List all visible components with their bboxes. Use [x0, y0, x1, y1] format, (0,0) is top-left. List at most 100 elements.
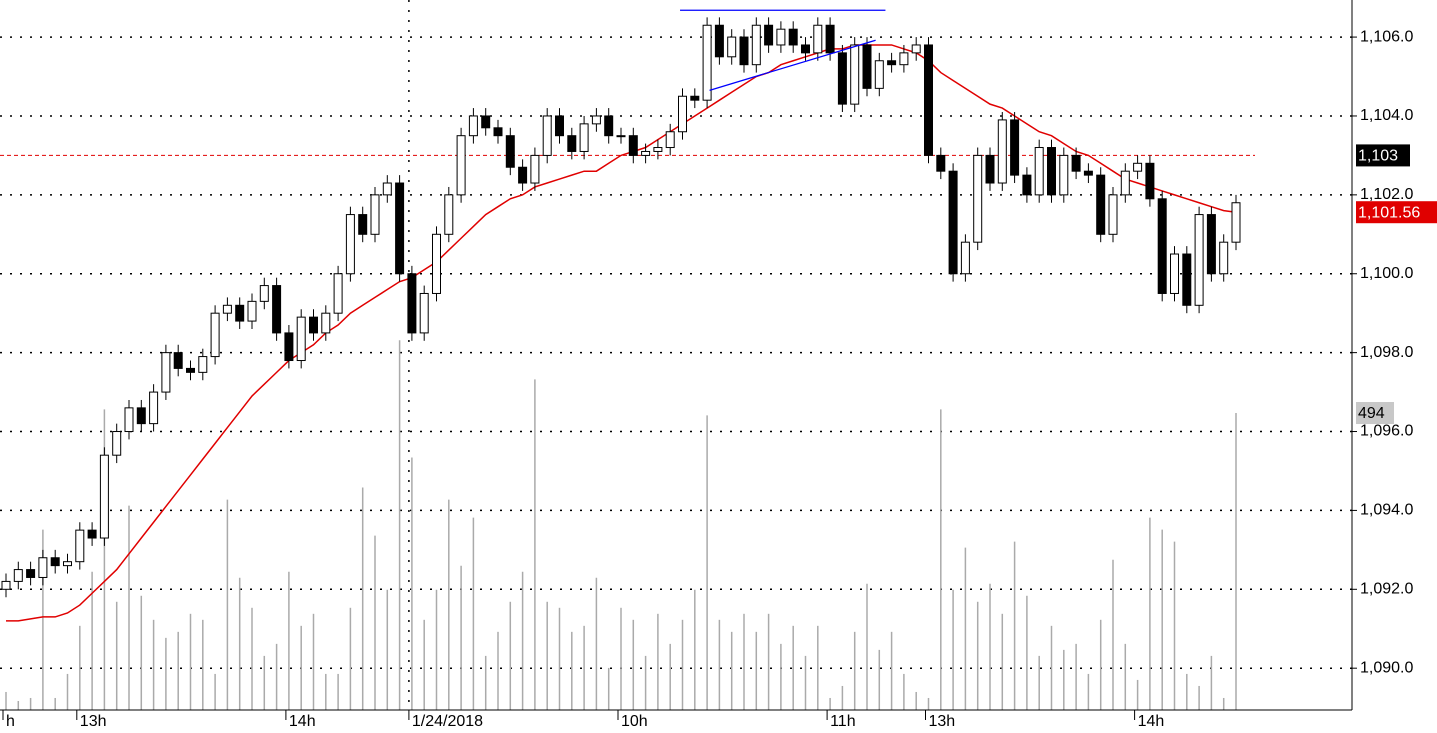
candle-body [210, 312, 220, 358]
candle-body [616, 135, 626, 138]
x-tick-label: 14h [1138, 713, 1165, 730]
candle-body [1231, 202, 1241, 243]
candle-body [26, 569, 36, 578]
candle-body [899, 52, 909, 66]
candle-body [309, 316, 318, 334]
candle-body [124, 407, 134, 433]
candle-body [887, 60, 897, 66]
candle-body [1157, 198, 1167, 294]
candle-body [936, 154, 946, 172]
candle-body [75, 529, 85, 563]
candle-body [874, 60, 884, 89]
x-tick-label: 13h [80, 713, 107, 730]
candle-body [419, 292, 429, 334]
candle-body [345, 214, 355, 275]
candle-body [13, 569, 23, 582]
candle-body [444, 194, 454, 235]
candle-body [1071, 154, 1081, 172]
candle-body [112, 431, 122, 456]
candle-body [296, 316, 306, 362]
candle-body [259, 285, 269, 302]
candle-body [813, 24, 823, 54]
candle-body [960, 241, 970, 275]
candle-body [862, 44, 872, 89]
candle-body [407, 273, 417, 334]
candle-body [284, 332, 294, 362]
candle-body [579, 123, 589, 152]
x-tick-label: 13h [929, 713, 956, 730]
candle-body [149, 391, 159, 425]
candle-body [99, 454, 109, 539]
candle-body [235, 304, 245, 322]
candle-body [850, 44, 860, 105]
candle-body [702, 24, 712, 101]
candle-body [1022, 174, 1032, 196]
candle-body [1170, 253, 1179, 294]
candle-body [321, 312, 331, 334]
candle-body [727, 36, 737, 58]
x-tick-label: 14h [289, 713, 316, 730]
candle-body [924, 44, 933, 156]
candle-body [801, 44, 810, 54]
candle-body [653, 147, 663, 152]
candle-body [161, 352, 171, 393]
y-tick-label: 1,094.0 [1360, 502, 1413, 519]
candle-body [1, 580, 11, 590]
candle-body [1206, 214, 1216, 275]
candle-body [1108, 194, 1118, 235]
candle-body [247, 300, 257, 322]
candle-body [382, 182, 392, 196]
y-tick-label: 1,098.0 [1360, 344, 1413, 361]
candle-body [739, 36, 749, 66]
candle-body [1096, 174, 1106, 235]
candle-body [38, 557, 48, 578]
candle-body [222, 304, 232, 314]
candle-body [1182, 253, 1192, 306]
candle-body [1145, 162, 1155, 200]
candle-body [87, 529, 97, 539]
x-tick-label: h [6, 713, 15, 730]
candle-body [690, 95, 700, 101]
candle-body [505, 135, 515, 168]
y-tick-label: 1,106.0 [1360, 28, 1413, 45]
candle-body [50, 557, 60, 567]
y-tick-label: 1,096.0 [1360, 423, 1413, 440]
candle-body [641, 150, 651, 156]
last-ma-label-box [1356, 201, 1437, 224]
candle-body [628, 135, 638, 156]
candle-body [63, 561, 72, 567]
candle-body [1059, 154, 1069, 196]
candle-body [973, 154, 983, 243]
candle-body [542, 115, 552, 156]
candle-body [1047, 147, 1056, 196]
y-tick-label: 1,092.0 [1360, 581, 1413, 598]
candle-body [272, 285, 282, 334]
candle-body [591, 115, 601, 125]
candle-body [1083, 170, 1093, 176]
candle-body [432, 233, 441, 294]
candle-body [788, 28, 798, 46]
candle-body [518, 166, 528, 184]
y-tick-label: 1,104.0 [1360, 107, 1413, 124]
x-tick-label: 1/24/2018 [412, 713, 483, 730]
candle-body [456, 135, 466, 196]
moving-average [6, 44, 1237, 622]
candle-body [468, 115, 478, 137]
volume-label-box [1356, 402, 1394, 425]
candle-body [911, 44, 921, 54]
candle-body [370, 194, 380, 235]
trendline [709, 39, 876, 91]
candle-body [1133, 162, 1143, 172]
candle-body [333, 273, 343, 314]
candle-body [530, 154, 540, 184]
x-tick-label: 11h [830, 713, 856, 730]
y-tick-label: 1,102.0 [1360, 186, 1413, 203]
candle-body [493, 127, 503, 137]
x-tick-label: 10h [621, 713, 648, 730]
y-tick-label: 1,100.0 [1360, 265, 1413, 282]
candle-body [751, 24, 761, 66]
candle-body [776, 28, 786, 46]
